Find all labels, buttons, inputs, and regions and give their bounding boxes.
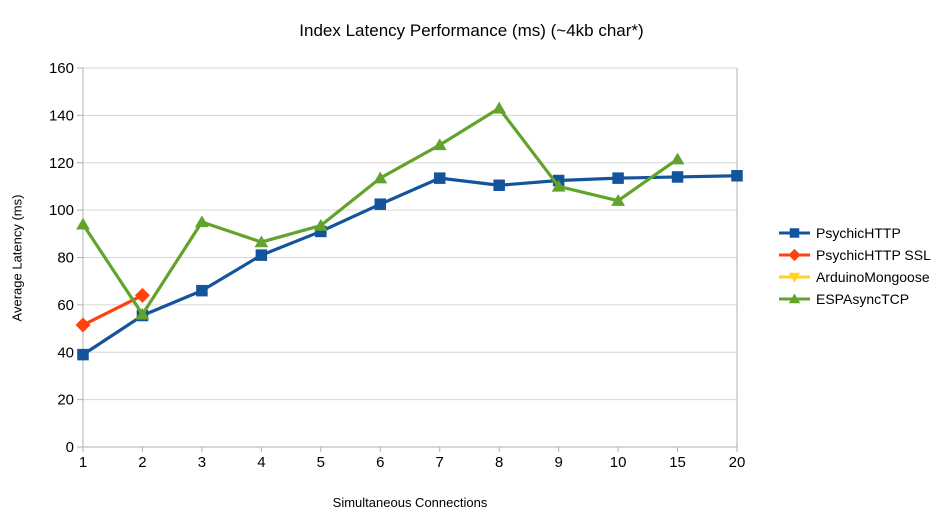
legend-triangle-up-swatch-espasynctcp	[779, 293, 810, 303]
series-marker-psychichttp-ssl	[134, 287, 150, 303]
x-tick-label: 7	[436, 454, 444, 471]
series-marker-psychichttp	[255, 249, 268, 261]
series-marker-espasynctcp	[254, 235, 269, 248]
x-tick-label: 6	[376, 454, 384, 471]
legend-label-espasynctcp: ESPAsyncTCP	[816, 290, 910, 307]
series-marker-espasynctcp	[670, 152, 685, 165]
series-marker-espasynctcp	[432, 138, 447, 151]
legend-label-psychichttp-ssl: PsychicHTTP SSL	[816, 246, 931, 263]
series-line-espasynctcp	[81, 106, 680, 316]
series-marker-psychichttp	[612, 172, 624, 184]
x-tick-label: 20	[729, 454, 746, 471]
series-marker-espasynctcp	[373, 171, 388, 184]
legend-item-espasynctcp: ESPAsyncTCP	[778, 290, 931, 307]
series-marker-psychichttp	[374, 198, 387, 210]
series-marker-espasynctcp	[195, 215, 209, 228]
legend-marker-psychichttp-ssl	[788, 248, 801, 261]
y-tick-label: 140	[49, 107, 74, 124]
series-marker-espasynctcp	[135, 307, 150, 320]
series-marker-psychichttp	[315, 225, 327, 238]
y-tick-label: 60	[57, 297, 74, 314]
series-marker-psychichttp	[196, 284, 208, 297]
x-tick-label: 1	[79, 454, 87, 471]
legend-label-arduinomongoose: ArduinoMongoose	[816, 268, 930, 285]
y-tick-label: 20	[57, 392, 74, 409]
series-marker-espasynctcp	[492, 101, 507, 114]
x-tick-label: 3	[198, 454, 206, 471]
series-marker-espasynctcp	[611, 194, 625, 206]
x-tick-label: 4	[257, 454, 265, 471]
legend-marker-psychichttp	[789, 227, 800, 238]
x-axis-title: Simultaneous Connections	[332, 495, 488, 510]
series-marker-espasynctcp	[313, 218, 328, 231]
x-tick-label: 15	[669, 454, 686, 471]
legend-square-swatch-psychichttp	[779, 227, 810, 238]
y-tick-label: 120	[49, 155, 74, 172]
series-marker-espasynctcp	[76, 217, 90, 230]
chart-title: Index Latency Performance (ms) (~4kb cha…	[299, 21, 644, 40]
series-marker-psychichttp	[493, 179, 505, 192]
legend-item-psychichttp-ssl: PsychicHTTP SSL	[778, 246, 931, 263]
series-marker-espasynctcp	[551, 179, 566, 192]
legend-diamond-swatch-psychichttp-ssl	[779, 248, 810, 261]
legend-item-arduinomongoose: ArduinoMongoose	[778, 268, 931, 285]
x-tick-label: 10	[610, 454, 627, 471]
series-marker-psychichttp-ssl	[75, 317, 91, 333]
legend-marker-espasynctcp	[788, 293, 801, 303]
y-tick-label: 40	[57, 344, 74, 361]
legend-marker-arduinomongoose	[788, 272, 801, 282]
series-marker-psychichttp	[731, 170, 743, 182]
y-tick-label: 80	[57, 250, 74, 267]
series-marker-psychichttp	[77, 348, 89, 361]
legend-item-psychichttp: PsychicHTTP	[778, 224, 931, 241]
x-tick-label: 5	[317, 454, 325, 471]
series-line-psychichttp	[81, 174, 739, 357]
series-psychichttp	[77, 170, 743, 361]
y-axis-title: Average Latency (ms)	[9, 194, 25, 322]
y-tick-label: 160	[49, 60, 74, 77]
legend-label-psychichttp: PsychicHTTP	[816, 224, 901, 241]
x-tick-label: 8	[495, 454, 503, 471]
y-tick-label: 100	[49, 202, 74, 219]
x-tick-label: 9	[554, 454, 562, 471]
legend: PsychicHTTP PsychicHTTP SSL ArduinoMongoos…	[778, 224, 931, 307]
y-tick-label: 0	[66, 439, 74, 456]
legend-triangle-down-swatch-arduinomongoose	[779, 272, 810, 282]
series-marker-psychichttp	[671, 171, 684, 183]
series-espasynctcp	[76, 101, 685, 320]
series-marker-psychichttp	[433, 172, 446, 184]
x-tick-label: 2	[138, 454, 146, 471]
